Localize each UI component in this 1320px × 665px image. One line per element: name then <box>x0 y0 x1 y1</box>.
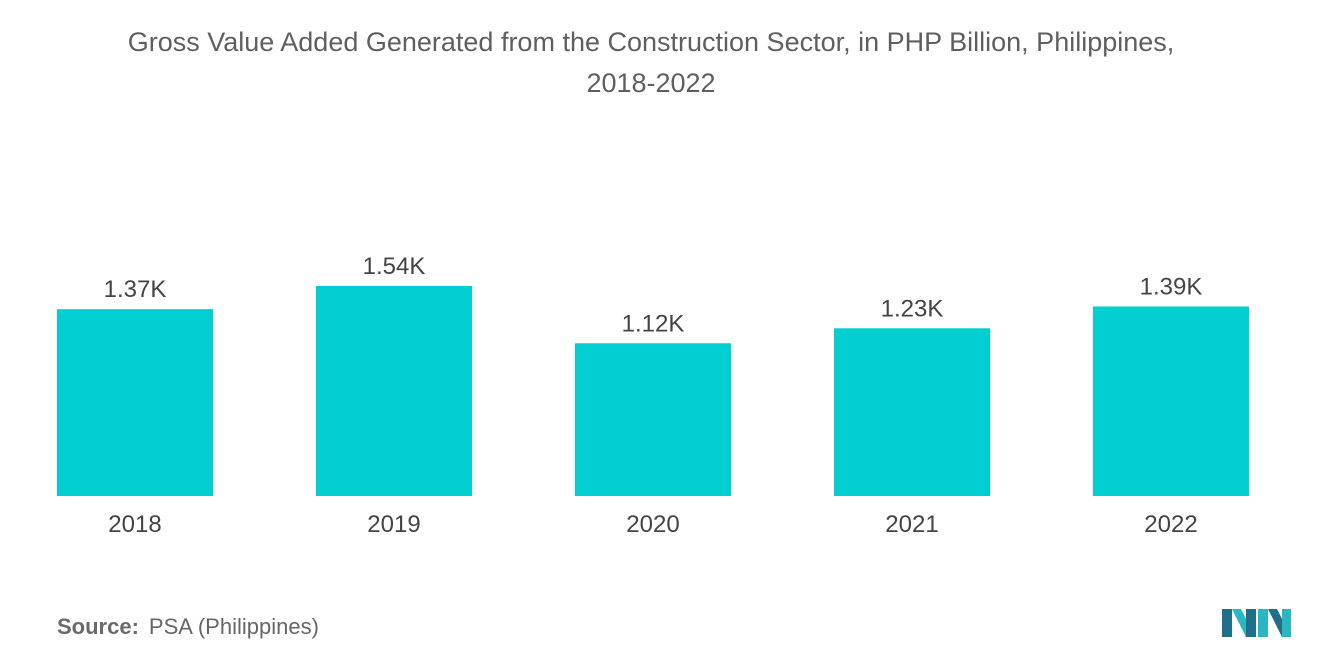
x-tick-label-2018: 2018 <box>108 511 161 538</box>
source-label: Source: <box>57 614 139 639</box>
chart-title: Gross Value Added Generated from the Con… <box>20 22 1282 104</box>
brand-logo-icon <box>1222 609 1291 637</box>
bar-2018 <box>57 309 213 496</box>
x-tick-label-2020: 2020 <box>626 511 679 538</box>
bar-chart: 1.37K 2018 1.54K 2019 1.12K 2020 1.23K 2021 1.39… <box>57 253 1249 538</box>
chart-title-line-1: Gross Value Added Generated from the Con… <box>127 27 1175 57</box>
x-tick-label-2022: 2022 <box>1144 511 1197 538</box>
bar-2020 <box>575 343 731 496</box>
x-tick-label-2019: 2019 <box>367 511 420 538</box>
chart-title-line-2: 2018-2022 <box>586 68 716 98</box>
data-label-2021: 1.23K <box>881 295 944 322</box>
source-note: Source: PSA (Philippines) <box>57 614 319 640</box>
source-text: PSA (Philippines) <box>148 614 319 639</box>
data-label-2022: 1.39K <box>1140 273 1203 300</box>
x-tick-label-2021: 2021 <box>885 511 938 538</box>
bar-2022 <box>1093 306 1249 496</box>
data-label-2019: 1.54K <box>363 253 426 280</box>
data-label-2020: 1.12K <box>622 310 685 337</box>
data-label-2018: 1.37K <box>104 276 167 303</box>
bar-2021 <box>834 328 990 496</box>
bar-2019 <box>316 286 472 496</box>
